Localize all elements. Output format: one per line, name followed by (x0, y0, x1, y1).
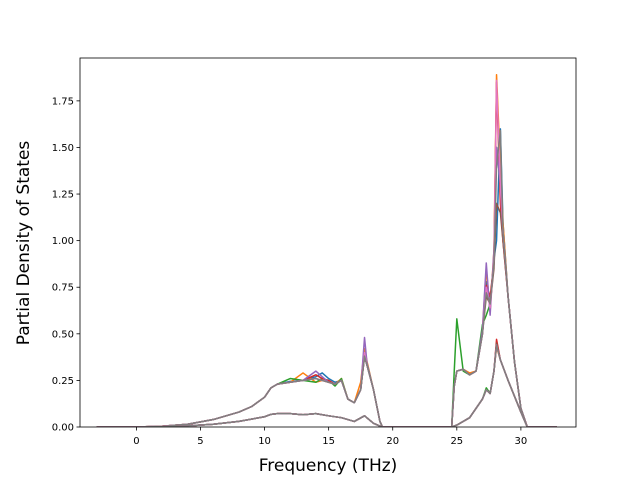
y-tick-label: 1.00 (52, 236, 74, 247)
x-tick-label: 20 (386, 436, 399, 447)
y-tick-label: 1.75 (52, 96, 74, 107)
y-tick-label: 1.50 (52, 143, 74, 154)
x-axis-label: Frequency (THz) (259, 456, 398, 476)
plot-series-group (96, 74, 557, 427)
x-tick-label: 25 (450, 436, 463, 447)
x-tick-label: 5 (197, 436, 203, 447)
y-tick-label: 0.50 (52, 329, 74, 340)
x-tick-label: 0 (133, 436, 139, 447)
y-tick-label: 0.25 (52, 376, 74, 387)
x-tick-label: 10 (258, 436, 271, 447)
y-tick-label: 1.25 (52, 190, 74, 201)
series-line-16 (96, 344, 557, 427)
y-axis-label: Partial Density of States (14, 141, 34, 346)
y-tick-label: 0.00 (52, 423, 74, 434)
x-tick-label: 15 (322, 436, 335, 447)
axes-frame (79, 57, 577, 428)
x-tick-label: 30 (515, 436, 528, 447)
axes-group: 0 5 10 15 20 25 30 0.00 0.25 0.50 0.75 1.00 1.25 1.50… (52, 57, 577, 447)
y-tick-label: 0.75 (52, 283, 74, 294)
series-line-8 (96, 129, 557, 427)
